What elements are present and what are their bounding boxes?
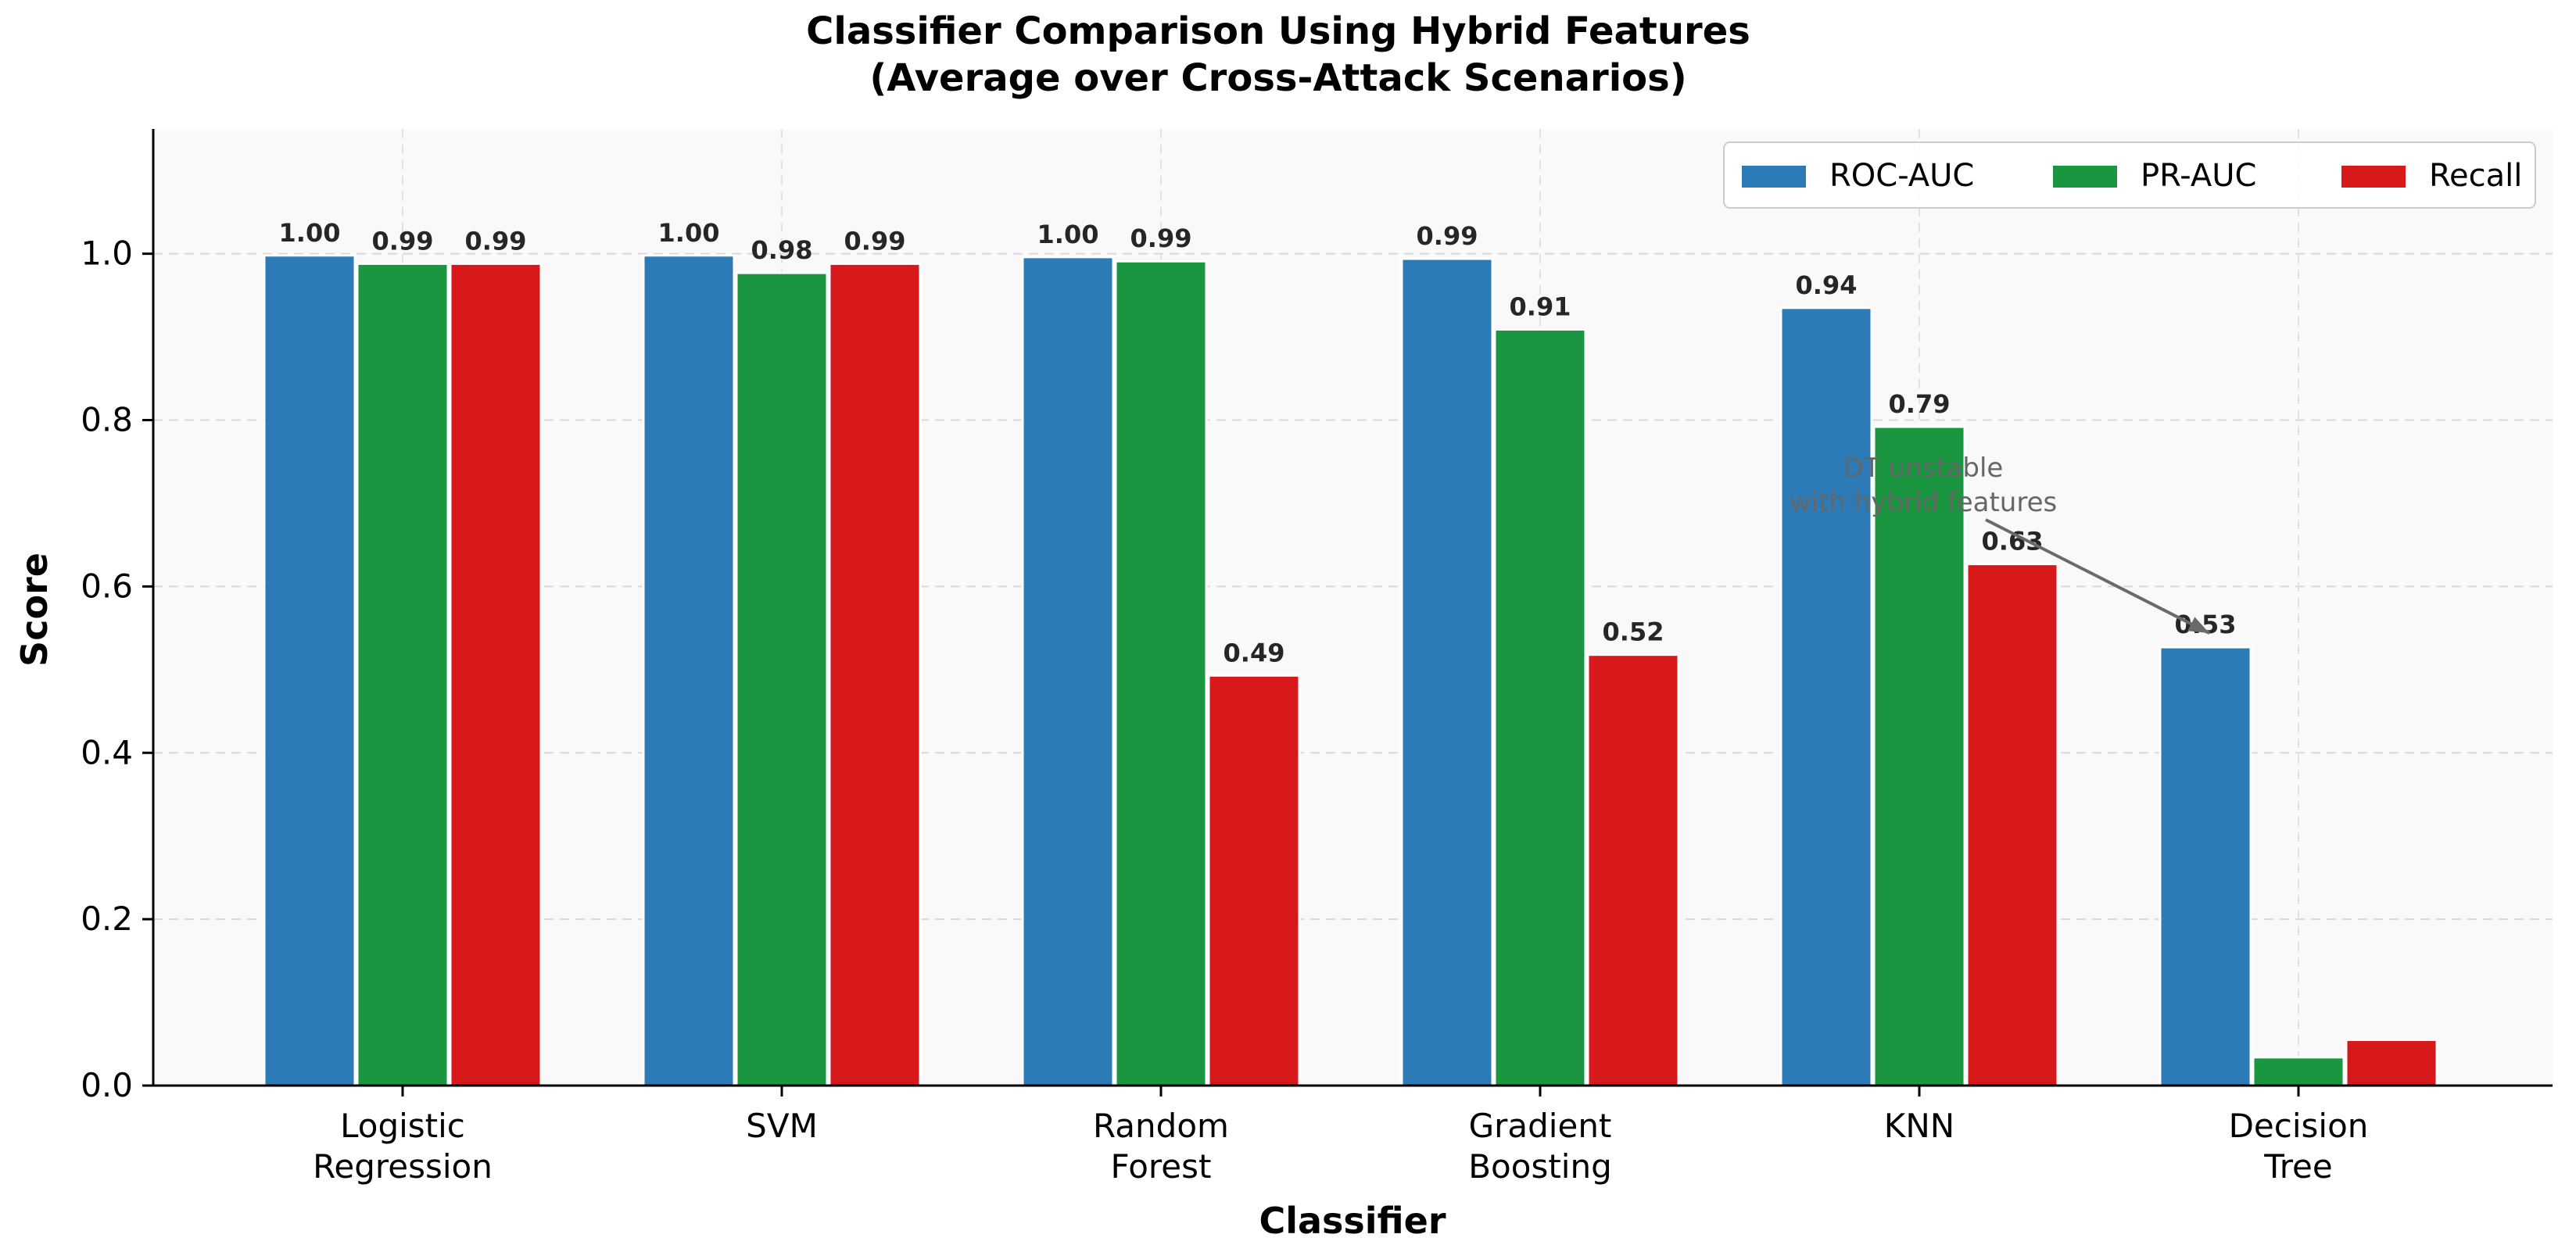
data-label: 0.99 — [372, 226, 434, 256]
bar-pr-auc — [356, 262, 450, 1087]
bar-pr-auc — [735, 271, 829, 1087]
legend-swatch-pr-auc — [2053, 166, 2117, 188]
annotation-text: DT unstable — [1843, 453, 2004, 484]
legend-swatch-recall — [2341, 166, 2406, 188]
bar-roc-auc — [2159, 646, 2252, 1087]
legend: ROC-AUC PR-AUC Recall — [1723, 141, 2536, 209]
chart-title-line-2: (Average over Cross-Attack Scenarios) — [869, 56, 1686, 100]
chart-title-line-1: Classifier Comparison Using Hybrid Featu… — [806, 9, 1750, 53]
bar-roc-auc — [263, 254, 356, 1087]
bar-recall — [1207, 674, 1301, 1087]
y-tick-label: 0.2 — [81, 900, 133, 938]
data-label: 0.91 — [1510, 292, 1571, 322]
bar-recall — [1586, 653, 1680, 1087]
data-label: 0.99 — [1417, 221, 1478, 251]
x-tick-label: Logistic — [340, 1107, 465, 1145]
x-tick-label: KNN — [1884, 1107, 1954, 1145]
x-tick-label: Boosting — [1468, 1147, 1612, 1186]
annotation-text: with hybrid features — [1790, 487, 2057, 518]
bar-recall — [828, 262, 922, 1087]
bar-roc-auc — [1021, 256, 1115, 1087]
data-label: 0.99 — [844, 226, 906, 256]
legend-label-pr-auc: PR-AUC — [2141, 158, 2256, 194]
bar-recall — [449, 262, 543, 1087]
bar-roc-auc — [1779, 306, 1873, 1087]
x-tick-label: Decision — [2229, 1107, 2369, 1145]
data-label: 0.94 — [1796, 270, 1858, 300]
y-tick-label: 0.0 — [81, 1066, 133, 1104]
data-label: 0.99 — [1130, 224, 1192, 253]
x-axis-label: Classifier — [1259, 1200, 1446, 1242]
y-tick-label: 0.8 — [81, 401, 133, 439]
data-label: 0.79 — [1889, 389, 1951, 419]
annotation-arrow — [1985, 518, 2210, 635]
bar-roc-auc — [1400, 257, 1494, 1087]
data-label: 0.99 — [465, 226, 527, 256]
x-tick-label: Regression — [313, 1147, 493, 1186]
bars — [263, 254, 2438, 1087]
bar-pr-auc — [1872, 425, 1966, 1087]
data-label: 1.00 — [658, 218, 720, 248]
data-label: 0.53 — [2175, 610, 2237, 639]
data-label: 0.98 — [751, 235, 813, 265]
bar-recall — [1965, 563, 2059, 1087]
y-tick-label: 0.6 — [81, 567, 133, 605]
bar-recall — [2345, 1038, 2438, 1087]
y-tick-label: 0.4 — [81, 733, 133, 771]
x-tick-label: Random — [1093, 1107, 1229, 1145]
plot-area — [153, 129, 2553, 1086]
data-label: 0.63 — [1982, 527, 2044, 556]
legend-label-roc-auc: ROC-AUC — [1829, 158, 1974, 194]
annotation-arrowhead — [2187, 617, 2209, 634]
bar-roc-auc — [642, 254, 736, 1087]
x-tick-label: SVM — [746, 1107, 818, 1145]
bar-pr-auc — [1493, 328, 1587, 1087]
x-tick-label: Forest — [1111, 1147, 1212, 1186]
data-label: 0.52 — [1603, 617, 1664, 647]
bar-pr-auc — [1114, 259, 1208, 1087]
legend-swatch-roc-auc — [1742, 166, 1806, 188]
y-tick-label: 1.0 — [81, 234, 133, 273]
data-label: 1.00 — [279, 218, 341, 248]
legend-label-recall: Recall — [2429, 158, 2522, 194]
x-tick-label: Tree — [2263, 1147, 2333, 1186]
y-axis-label: Score — [13, 553, 56, 667]
data-label: 1.00 — [1037, 220, 1099, 249]
data-labels: 1.00 0.99 0.99 1.00 0.98 0.99 1.00 0.99 0.49 0.99… — [279, 218, 2237, 667]
legend-box — [1723, 141, 2536, 209]
x-tick-label: Gradient — [1469, 1107, 1612, 1145]
bar-pr-auc — [2252, 1056, 2345, 1087]
data-label: 0.49 — [1224, 638, 1285, 667]
